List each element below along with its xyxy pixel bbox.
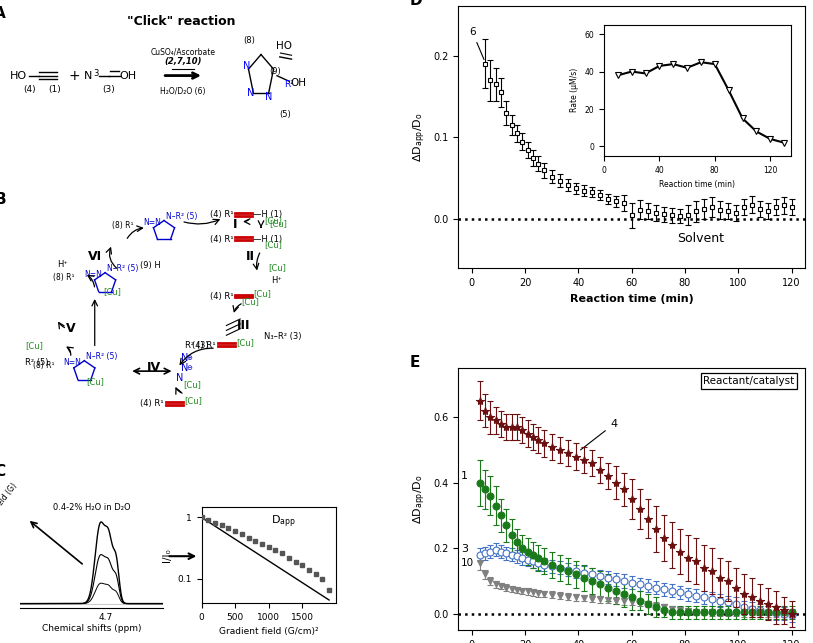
Text: VI: VI <box>88 250 102 263</box>
Text: (4) R¹: (4) R¹ <box>210 235 233 244</box>
Text: OH: OH <box>291 78 307 87</box>
Y-axis label: $\Delta$D$_{\rm app}$/D$_{\rm o}$: $\Delta$D$_{\rm app}$/D$_{\rm o}$ <box>411 113 428 163</box>
Text: [Cu]: [Cu] <box>103 287 121 296</box>
Text: (4) R¹: (4) R¹ <box>210 210 233 219</box>
Text: 6: 6 <box>469 27 484 60</box>
Text: [Cu]: [Cu] <box>25 341 43 350</box>
Text: 1: 1 <box>461 471 468 482</box>
Text: [Cu]: [Cu] <box>183 381 201 390</box>
Text: (9) H: (9) H <box>140 262 160 271</box>
Text: ⊕: ⊕ <box>186 355 193 361</box>
X-axis label: Reaction time (min): Reaction time (min) <box>570 294 693 303</box>
Text: D$_{\mathrm{app}}$: D$_{\mathrm{app}}$ <box>272 514 296 530</box>
Text: H⁺: H⁺ <box>272 276 282 285</box>
Text: N₃–R² (3): N₃–R² (3) <box>264 332 302 341</box>
Text: (8) R¹: (8) R¹ <box>33 361 54 370</box>
Text: —H (1): —H (1) <box>254 210 282 219</box>
Text: N: N <box>84 71 92 80</box>
Text: R² (5): R² (5) <box>25 358 49 367</box>
Text: H⁺: H⁺ <box>57 260 67 269</box>
Text: [Cu]: [Cu] <box>268 263 286 272</box>
Text: Solvent: Solvent <box>676 232 724 245</box>
Text: IV: IV <box>146 361 161 374</box>
Text: [Cu]: [Cu] <box>184 396 202 405</box>
Y-axis label: I/I₀: I/I₀ <box>162 548 172 562</box>
Text: N: N <box>181 363 189 373</box>
Text: 10: 10 <box>461 558 474 568</box>
X-axis label: Gradient field (G/cm)²: Gradient field (G/cm)² <box>219 628 319 637</box>
Text: Reactant/catalyst: Reactant/catalyst <box>703 376 794 386</box>
Text: N: N <box>181 354 189 363</box>
Text: V: V <box>66 322 76 335</box>
Text: R²: R² <box>285 80 294 89</box>
Text: (8) R¹: (8) R¹ <box>54 273 75 282</box>
Text: N–R² (5): N–R² (5) <box>86 352 117 361</box>
Text: 3: 3 <box>93 69 98 78</box>
Y-axis label: $\Delta$D$_{\rm app}$/D$_{\rm o}$: $\Delta$D$_{\rm app}$/D$_{\rm o}$ <box>411 474 428 524</box>
Text: [Cu]: [Cu] <box>270 219 288 228</box>
Text: [Cu]: [Cu] <box>264 240 282 249</box>
Text: N=N: N=N <box>84 270 102 279</box>
Text: N: N <box>265 92 272 102</box>
Text: D: D <box>410 0 423 8</box>
Text: 4: 4 <box>580 419 617 450</box>
Text: HO: HO <box>276 41 293 51</box>
Text: [Cu]: [Cu] <box>254 289 272 298</box>
Text: CuSO₄/Ascorbate: CuSO₄/Ascorbate <box>150 47 215 56</box>
Text: OH: OH <box>120 71 137 80</box>
Text: 3: 3 <box>461 543 468 554</box>
Text: H₂O/D₂O (6): H₂O/D₂O (6) <box>160 87 206 96</box>
Text: [Cu]: [Cu] <box>241 297 259 306</box>
Text: N=N: N=N <box>143 218 161 227</box>
Text: N–R² (5): N–R² (5) <box>166 212 197 221</box>
Text: "Click" reaction: "Click" reaction <box>127 15 236 28</box>
Text: Gradient field (G): Gradient field (G) <box>0 482 19 539</box>
Text: (8): (8) <box>243 37 254 46</box>
Text: III: III <box>237 319 250 332</box>
Text: +: + <box>68 69 80 82</box>
Text: N–R² (5): N–R² (5) <box>107 264 138 273</box>
Text: (3): (3) <box>102 85 115 94</box>
Text: (4) R¹: (4) R¹ <box>193 341 216 350</box>
Text: [Cu]: [Cu] <box>236 338 254 347</box>
X-axis label: Chemical shifts (ppm): Chemical shifts (ppm) <box>41 624 141 633</box>
Text: I: I <box>233 218 237 231</box>
Text: N: N <box>176 373 184 383</box>
Text: (1): (1) <box>49 85 61 94</box>
Text: B: B <box>0 192 6 207</box>
Text: (5): (5) <box>279 111 291 120</box>
Text: (4): (4) <box>24 85 36 94</box>
Text: (8) R¹: (8) R¹ <box>112 221 134 230</box>
Text: [Cu]: [Cu] <box>264 216 282 225</box>
Text: [Cu]: [Cu] <box>86 377 104 386</box>
Text: —H (1): —H (1) <box>254 235 282 244</box>
Text: (4) R¹: (4) R¹ <box>210 292 233 301</box>
Text: (2,7,10): (2,7,10) <box>164 57 202 66</box>
Text: 0.4-2% H₂O in D₂O: 0.4-2% H₂O in D₂O <box>53 503 130 512</box>
Text: (9): (9) <box>270 67 281 76</box>
Text: N=N: N=N <box>63 358 81 367</box>
Text: C: C <box>0 464 6 479</box>
Text: (4) R¹: (4) R¹ <box>141 399 164 408</box>
Text: N: N <box>243 61 250 71</box>
Text: HO: HO <box>10 71 27 80</box>
Text: E: E <box>410 355 420 370</box>
Text: II: II <box>246 250 255 263</box>
Text: 4.7: 4.7 <box>98 613 113 622</box>
Text: A: A <box>0 6 6 21</box>
Text: N: N <box>247 87 254 98</box>
Text: R² (3): R² (3) <box>185 341 208 350</box>
Text: ⊖: ⊖ <box>186 365 193 371</box>
